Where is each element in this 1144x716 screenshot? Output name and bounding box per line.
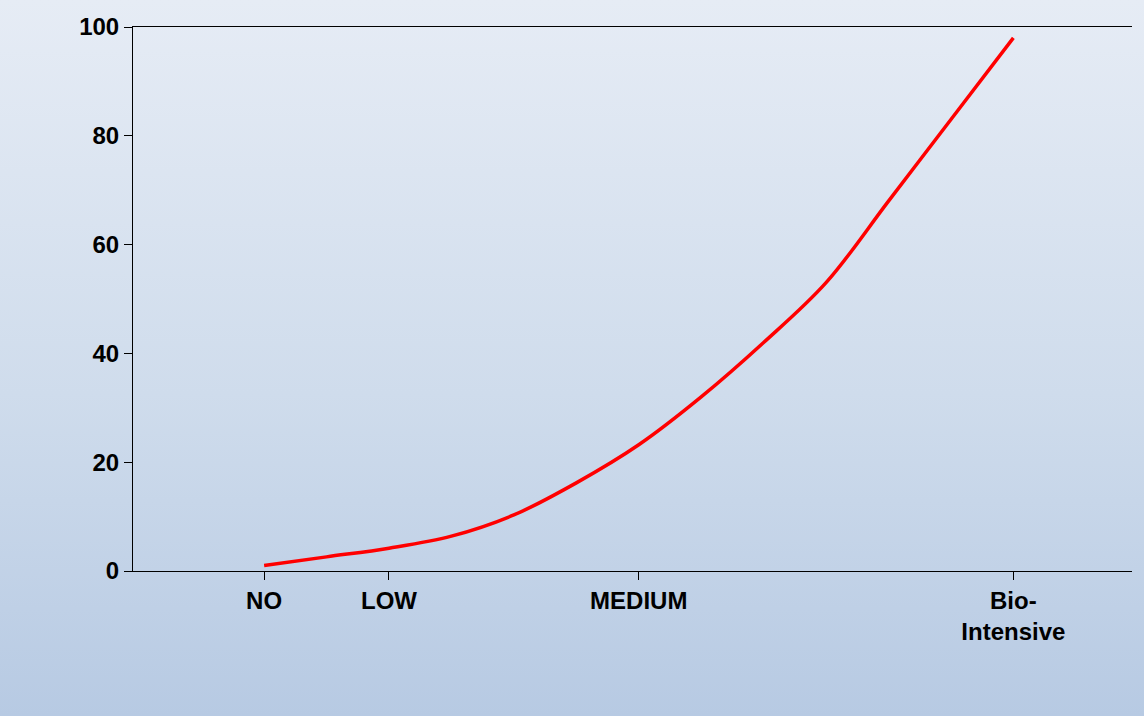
svg-text:Bio-Intensive: Bio-Intensive xyxy=(961,587,1065,645)
svg-text:0: 0 xyxy=(106,557,119,584)
svg-text:100: 100 xyxy=(79,13,119,40)
svg-text:MEDIUM: MEDIUM xyxy=(590,587,687,614)
svg-text:NO: NO xyxy=(246,587,282,614)
svg-text:80: 80 xyxy=(92,122,119,149)
svg-text:40: 40 xyxy=(92,340,119,367)
svg-text:LOW: LOW xyxy=(361,587,417,614)
svg-text:20: 20 xyxy=(92,449,119,476)
svg-text:60: 60 xyxy=(92,231,119,258)
